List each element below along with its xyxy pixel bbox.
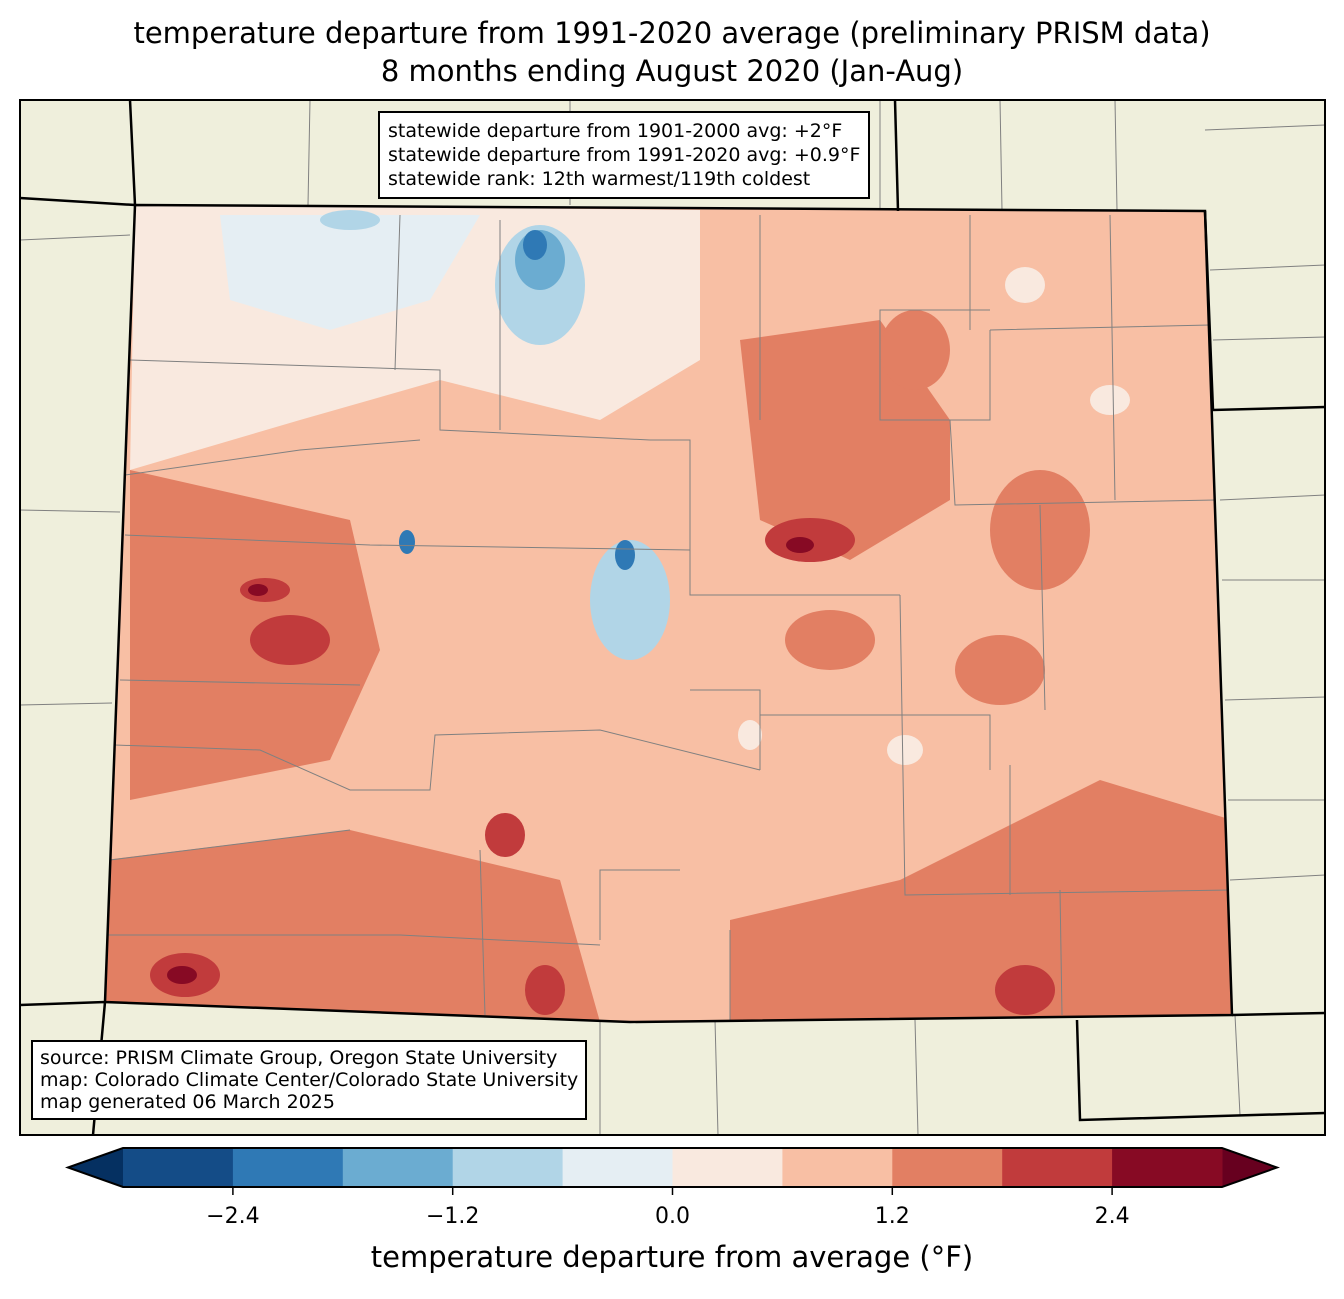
map-subtitle: 8 months ending August 2020 (Jan-Aug) <box>380 54 964 88</box>
neighbor-state-borders <box>19 99 1326 1136</box>
colorbar-tick-label: 0.0 <box>655 1204 690 1229</box>
colorbar-bin <box>782 1148 893 1187</box>
colorbar-bin <box>232 1148 344 1187</box>
colorbar-tick-label: 1.2 <box>874 1204 910 1229</box>
county-borders <box>105 214 1231 1020</box>
source-line: map: Colorado Climate Center/Colorado St… <box>40 1069 579 1091</box>
source-line: map generated 06 March 2025 <box>40 1091 335 1113</box>
colorbar <box>65 1147 1280 1195</box>
colorbar-tick-label: −1.2 <box>425 1204 480 1229</box>
colorbar-label: temperature departure from average (°F) <box>370 1240 974 1274</box>
colorbar-extend-low <box>68 1148 123 1187</box>
info-line: statewide rank: 12th warmest/119th colde… <box>388 168 811 190</box>
colorbar-bin <box>342 1148 454 1187</box>
colorbar-tick-label: −2.4 <box>206 1204 260 1229</box>
map-frame <box>19 99 1326 1136</box>
colorbar-bin <box>562 1148 673 1187</box>
colorbar-bin <box>1112 1148 1223 1187</box>
colorbar-bin <box>892 1148 1003 1187</box>
map-title: temperature departure from 1991-2020 ave… <box>133 16 1211 50</box>
colorado-border <box>103 203 1234 1024</box>
colorbar-extend-high <box>1222 1148 1277 1187</box>
source-line: source: PRISM Climate Group, Oregon Stat… <box>40 1047 558 1069</box>
colorbar-bin <box>1002 1148 1113 1187</box>
temperature-field <box>105 205 1232 1022</box>
statewide-info-box: statewide departure from 1901-2000 avg: … <box>378 111 871 199</box>
colorbar-bin <box>452 1148 564 1187</box>
colorbar-tick-label: 2.4 <box>1094 1204 1130 1229</box>
colorbar-bin <box>123 1148 234 1187</box>
info-line: statewide departure from 1991-2020 avg: … <box>388 144 861 166</box>
colorbar-bin <box>672 1148 783 1187</box>
source-info-box: source: PRISM Climate Group, Oregon Stat… <box>31 1040 588 1120</box>
info-line: statewide departure from 1901-2000 avg: … <box>388 120 843 142</box>
colorbar-outline <box>65 1147 1280 1188</box>
